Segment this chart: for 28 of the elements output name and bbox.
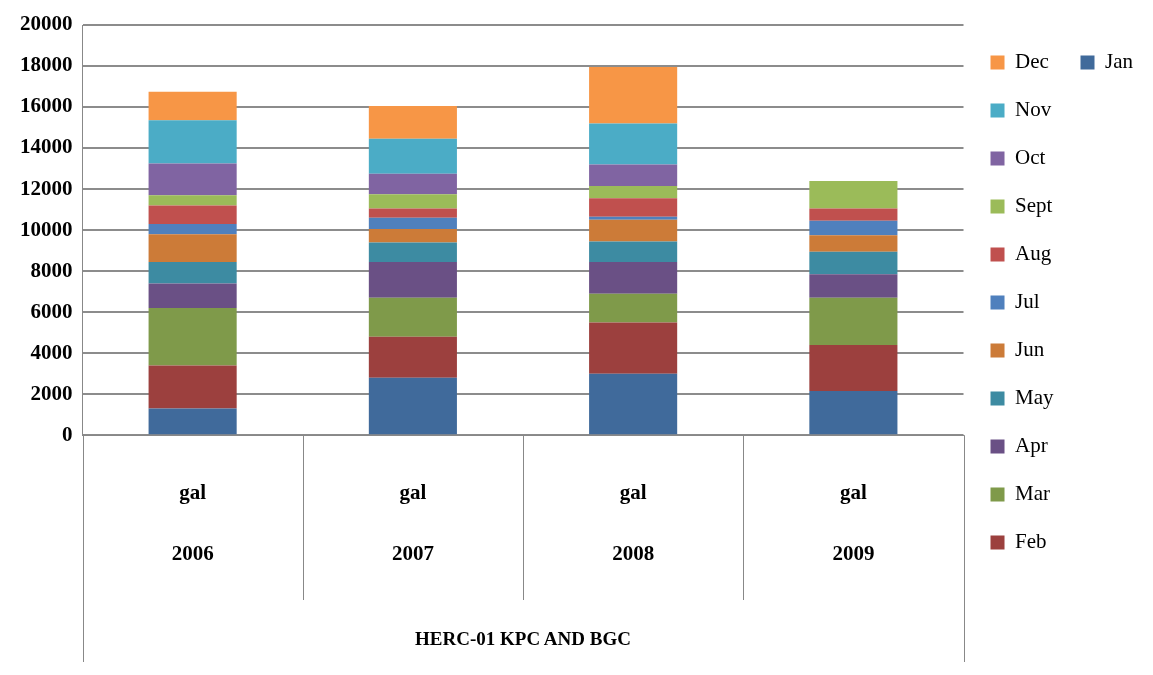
legend-label: Jun	[1015, 337, 1045, 362]
legend-label: Sept	[1015, 193, 1053, 218]
y-tick-label: 8000	[30, 257, 73, 282]
legend-label: Oct	[1015, 145, 1046, 170]
legend-label: Apr	[1015, 433, 1048, 458]
y-tick-label: 4000	[30, 339, 73, 364]
legend-label: Nov	[1015, 97, 1052, 122]
y-tick-label: 12000	[20, 175, 73, 200]
text: HERC-01 KPC AND BGC	[415, 627, 631, 649]
legend-label: Jan	[1105, 49, 1134, 74]
category-label: gal 2008	[612, 480, 655, 565]
legend-label: May	[1015, 385, 1055, 410]
y-tick-label: 6000	[30, 298, 73, 323]
y-tick-label: 14000	[20, 134, 73, 159]
y-tick-label: 10000	[20, 216, 73, 241]
category-label: gal 2006	[171, 480, 214, 565]
y-tick-label: 20000	[20, 11, 73, 36]
y-tick-label: 2000	[30, 380, 73, 405]
y-tick-label: 18000	[20, 52, 73, 77]
legend-label: Dec	[1015, 49, 1049, 74]
category-label: gal 2007	[391, 480, 434, 565]
legend-label: Feb	[1015, 529, 1047, 554]
legend-label: Aug	[1015, 241, 1052, 266]
y-tick-label: 16000	[20, 93, 73, 118]
legend-label: Jul	[1015, 289, 1040, 314]
legend-label: Mar	[1015, 481, 1051, 506]
category-label: gal 2009	[832, 480, 875, 565]
y-tick-label: 0	[62, 421, 73, 446]
